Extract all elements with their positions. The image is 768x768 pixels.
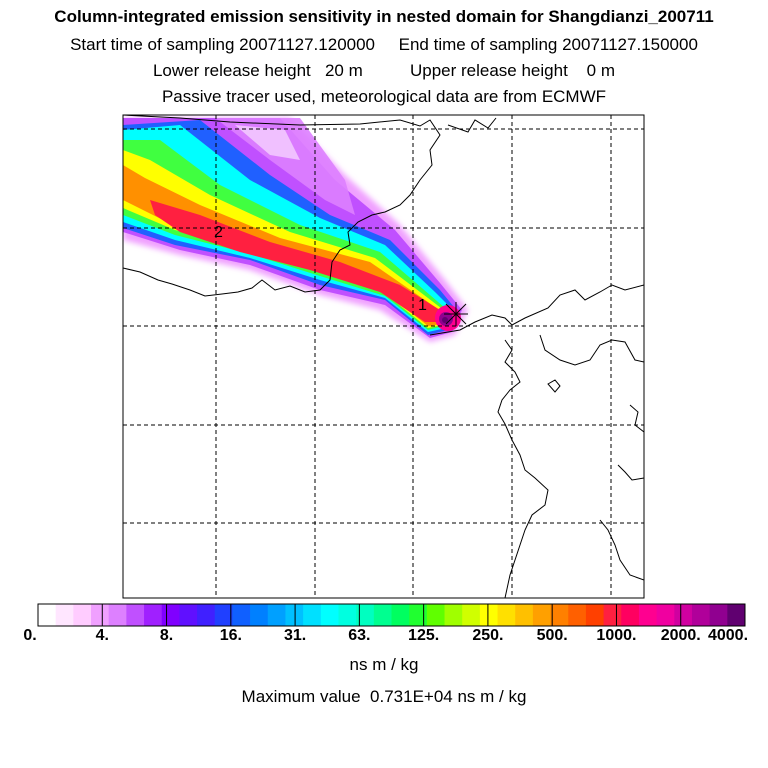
- maximum-value-label: Maximum value 0.731E+04 ns m / kg: [241, 687, 527, 706]
- colorbar-swatch: [656, 604, 675, 626]
- colorbar-swatch: [144, 604, 163, 626]
- colorbar-swatch: [462, 604, 481, 626]
- colorbar-swatch: [356, 604, 375, 626]
- colorbar-tick-label: 31.: [283, 627, 307, 644]
- colorbar-swatch: [727, 604, 746, 626]
- colorbar-tick-label: 63.: [348, 627, 371, 644]
- colorbar-swatch: [603, 604, 622, 626]
- colorbar-swatch: [550, 604, 569, 626]
- tracer-line: Passive tracer used, meteorological data…: [161, 87, 607, 106]
- colorbar-tick-label: 4.: [95, 627, 109, 644]
- trajectory-marker-2: 2: [214, 224, 223, 241]
- trajectory-marker-1: 1: [418, 297, 427, 314]
- colorbar-unit-label: ns m / kg: [349, 655, 419, 674]
- colorbar-swatch: [55, 604, 74, 626]
- colorbar-swatch: [709, 604, 728, 626]
- colorbar-tick-label: 16.: [219, 627, 242, 644]
- colorbar-swatch: [91, 604, 110, 626]
- colorbar-tick-label: 500.: [536, 627, 568, 644]
- colorbar-swatch: [232, 604, 251, 626]
- colorbar-swatch: [568, 604, 587, 626]
- colorbar-swatch: [161, 604, 180, 626]
- colorbar-swatch: [38, 604, 57, 626]
- colorbar: [37, 603, 746, 627]
- colorbar-swatch: [515, 604, 534, 626]
- plume-layer: [123, 118, 468, 342]
- colorbar-swatch: [214, 604, 233, 626]
- colorbar-swatch: [585, 604, 605, 626]
- colorbar-swatch: [250, 604, 269, 626]
- colorbar-swatch: [338, 604, 357, 626]
- receptor-star-icon: [444, 302, 468, 326]
- colorbar-tick-label: 2000.: [660, 627, 701, 644]
- colorbar-swatch: [426, 604, 446, 626]
- colorbar-swatch: [479, 604, 499, 626]
- colorbar-tick-label: 1000.: [596, 627, 637, 644]
- coastline: [123, 115, 644, 598]
- colorbar-tick-label: 0.: [23, 627, 37, 644]
- colorbar-swatch: [691, 604, 711, 626]
- colorbar-swatch: [674, 604, 693, 626]
- colorbar-swatch: [285, 604, 304, 626]
- colorbar-frame: [37, 603, 746, 627]
- colorbar-swatch: [373, 604, 392, 626]
- colorbar-swatch: [197, 604, 216, 626]
- colorbar-swatch: [444, 604, 463, 626]
- colorbar-swatch: [267, 604, 286, 626]
- colorbar-tick-label: 250.: [472, 627, 504, 644]
- release-height-line: Lower release height 20 m Upper release …: [152, 61, 616, 80]
- map-title: Column-integrated emission sensitivity i…: [54, 7, 714, 26]
- colorbar-swatch: [532, 604, 552, 626]
- colorbar-swatch: [73, 604, 92, 626]
- colorbar-swatch: [303, 604, 322, 626]
- colorbar-swatch: [409, 604, 428, 626]
- sampling-time-line: Start time of sampling 20071127.120000 E…: [70, 35, 698, 54]
- map-frame: [122, 114, 645, 599]
- lat-lon-grid: [123, 115, 644, 598]
- colorbar-swatch: [391, 604, 410, 626]
- colorbar-swatch: [621, 604, 640, 626]
- colorbar-tick-label: 8.: [159, 627, 174, 644]
- colorbar-tick-label: 125.: [408, 627, 440, 644]
- colorbar-swatch: [108, 604, 127, 626]
- colorbar-swatch: [497, 604, 516, 626]
- colorbar-swatch: [179, 604, 198, 626]
- colorbar-tick-label: 4000.: [707, 627, 749, 644]
- colorbar-swatch: [638, 604, 658, 626]
- colorbar-swatch: [320, 604, 339, 626]
- colorbar-swatch: [126, 604, 145, 626]
